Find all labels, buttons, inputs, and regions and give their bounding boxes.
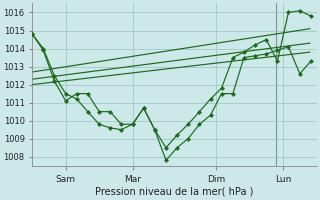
X-axis label: Pression niveau de la mer( hPa ): Pression niveau de la mer( hPa ) bbox=[95, 187, 253, 197]
